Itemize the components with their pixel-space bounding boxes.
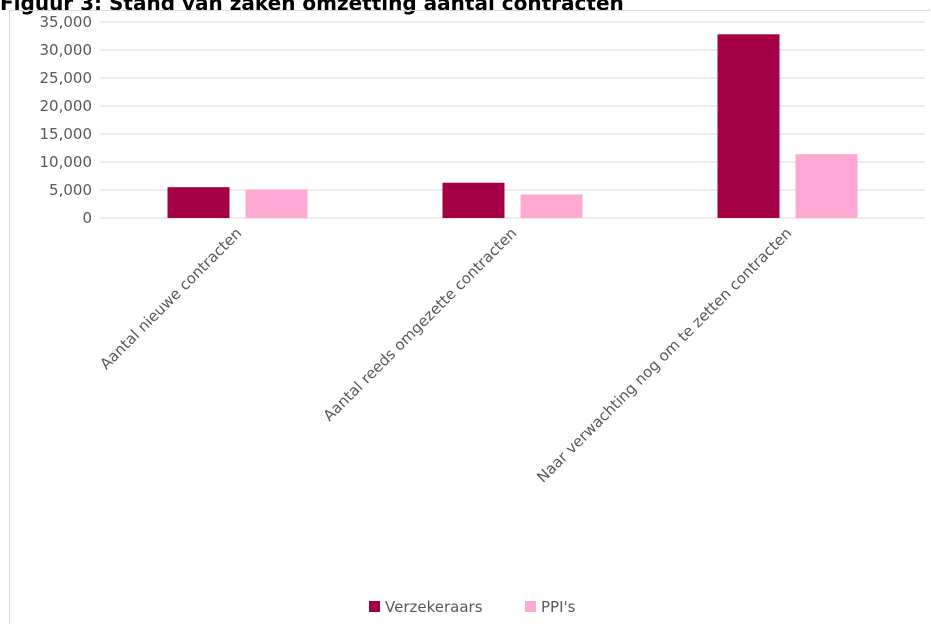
y-tick-label: 15,000 <box>40 125 93 143</box>
y-tick-label: 25,000 <box>40 69 93 87</box>
bar-ppis <box>795 154 858 218</box>
y-tick-label: 30,000 <box>40 41 93 59</box>
legend-label: PPI's <box>541 598 576 616</box>
y-axis-tick-labels: 0 5,000 10,000 15,000 20,000 25,000 30,000 35,0… <box>40 13 93 227</box>
legend: Verzekeraars PPI's <box>369 598 576 616</box>
gridlines <box>100 21 925 219</box>
y-tick-label: 20,000 <box>40 97 93 115</box>
category-label: Aantal nieuwe contracten <box>96 224 245 373</box>
category-label: Naar verwachting nog om te zetten contra… <box>533 224 795 486</box>
legend-label: Verzekeraars <box>385 598 483 616</box>
legend-swatch <box>369 601 380 612</box>
bar-ppis <box>245 189 308 218</box>
y-tick-label: 10,000 <box>40 153 93 171</box>
chart-title: Figuur 3: Stand van zaken omzetting aant… <box>0 0 624 15</box>
category-label: Aantal reeds omgezette contracten <box>320 224 521 425</box>
y-tick-label: 0 <box>82 209 92 227</box>
y-tick-label: 35,000 <box>40 13 93 31</box>
bar-verzekeraars <box>717 34 780 218</box>
y-tick-label: 5,000 <box>49 181 92 199</box>
bar-verzekeraars <box>442 182 505 218</box>
legend-swatch <box>525 601 536 612</box>
chart-frame <box>9 10 930 624</box>
bars <box>167 34 858 218</box>
x-axis-category-labels: Aantal nieuwe contracten Aantal reeds omg… <box>96 224 795 486</box>
bar-verzekeraars <box>167 187 230 218</box>
bar-ppis <box>520 194 583 218</box>
